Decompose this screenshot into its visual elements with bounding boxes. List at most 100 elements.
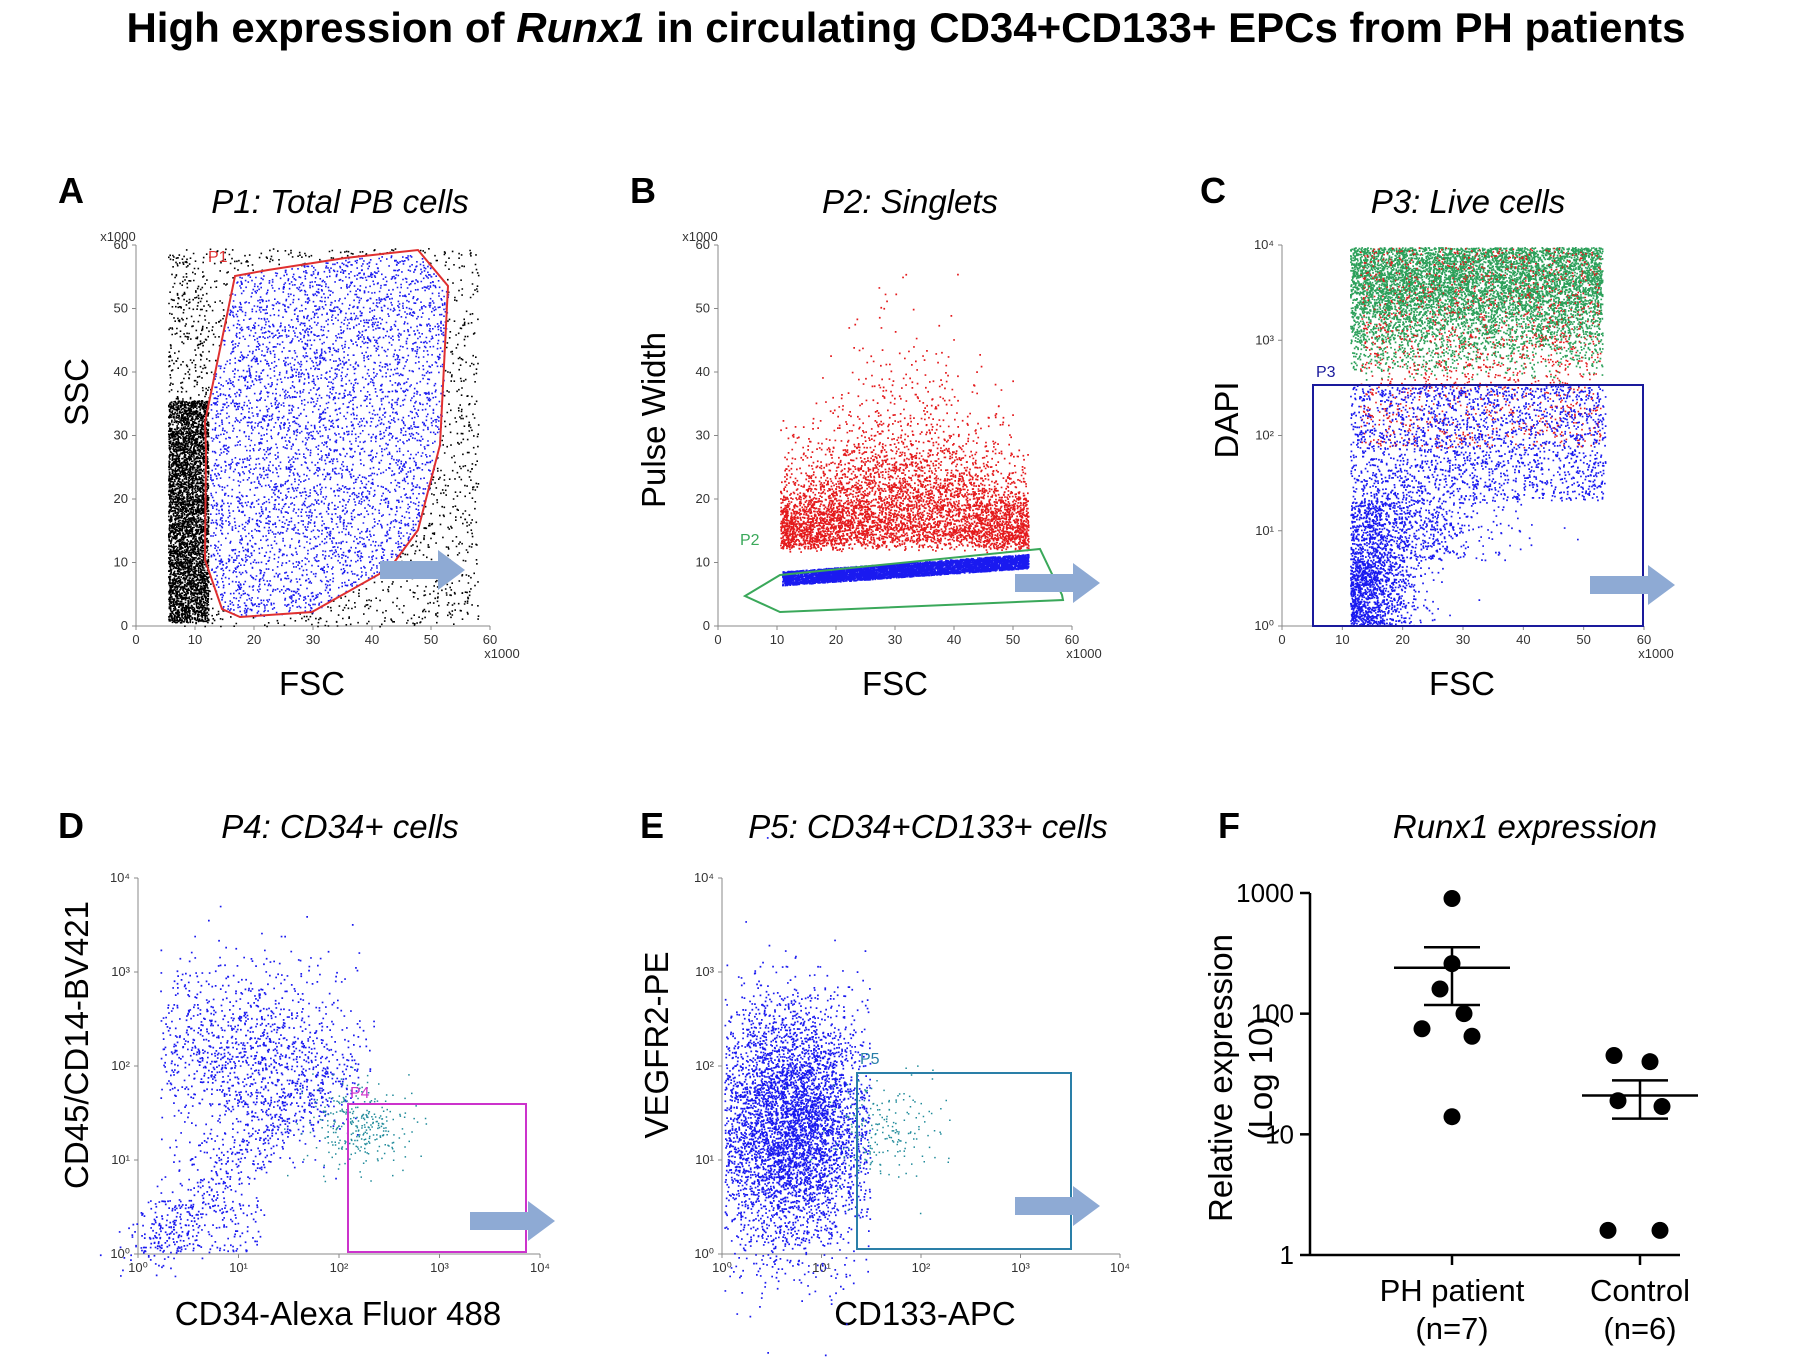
panel-b-ytick-label: 30 bbox=[696, 428, 710, 443]
panel-c-blue-events-dots bbox=[1350, 385, 1607, 627]
panel-d-plot: 10⁰ 10¹ 10² 10³ 10⁴ 10⁰ 10¹ 10² 10³ 10⁴ P4 bbox=[99, 870, 555, 1278]
panel-a-ylabel: SSC bbox=[58, 358, 95, 426]
panel-a-x-multiplier: x1000 bbox=[484, 646, 519, 661]
panel-f-category-label: Control bbox=[1590, 1273, 1690, 1308]
panel-f-ylabel-line2: (Log 10) bbox=[1242, 1017, 1279, 1140]
panel-b-ytick-label: 40 bbox=[696, 364, 710, 379]
panel-c-ytick-label: 10⁰ bbox=[1254, 618, 1274, 633]
panel-c-arrow bbox=[1590, 565, 1675, 605]
panel-b: B P2: Singlets FSC Pulse Width 0 10 20 30 40… bbox=[630, 170, 1102, 702]
panel-d-blue-events-dots bbox=[99, 905, 376, 1278]
figure-title: High expression of Runx1 in circulating … bbox=[126, 4, 1685, 51]
panel-c-gate-p3 bbox=[1312, 384, 1644, 627]
panel-a-ytick-label: 40 bbox=[114, 364, 128, 379]
panel-f-data-point bbox=[1653, 1098, 1671, 1116]
panel-c-ytick-label: 10⁴ bbox=[1254, 237, 1274, 252]
panel-a-gate-p1 bbox=[203, 248, 450, 619]
panel-d-ytick-label: 10² bbox=[111, 1058, 130, 1073]
panel-f-ylabel-line1: Relative expression bbox=[1202, 934, 1239, 1222]
panel-a-ytick-label: 10 bbox=[114, 555, 128, 570]
panel-c-xtick-label: 60 bbox=[1637, 632, 1651, 647]
panel-b-red-events-dots bbox=[780, 273, 1030, 555]
panel-a-xtick-label: 40 bbox=[365, 632, 379, 647]
panel-a-blue-events bbox=[210, 255, 450, 618]
panel-c-green-events-dots bbox=[1350, 247, 1604, 383]
panel-f-data-point bbox=[1443, 890, 1461, 908]
panel-a-blue-events-dots bbox=[210, 255, 450, 618]
panel-c-xtick-label: 0 bbox=[1278, 632, 1285, 647]
panel-f-series-control bbox=[1582, 1047, 1698, 1239]
panel-f-category-n: (n=7) bbox=[1415, 1311, 1488, 1346]
panel-b-y-multiplier: x1000 bbox=[682, 229, 717, 244]
panel-e-xtick-label: 10² bbox=[912, 1260, 931, 1275]
panel-b-ytick-label: 0 bbox=[703, 618, 710, 633]
panel-b-ytick-label: 20 bbox=[696, 491, 710, 506]
panel-f-data-point bbox=[1599, 1221, 1617, 1239]
panel-f-data-point bbox=[1455, 1005, 1473, 1023]
panel-d-gate-p4 bbox=[347, 1103, 527, 1253]
panel-d-xtick-label: 10⁴ bbox=[530, 1260, 550, 1275]
panel-b-arrow bbox=[1015, 563, 1100, 603]
panel-c-axes: 0 10 20 30 40 50 60 10⁰ 10¹ 10² 10³ 10⁴ x1000 bbox=[1254, 237, 1674, 661]
panel-b-blue-events-dots bbox=[782, 553, 1030, 587]
panel-e-xtick-label: 10³ bbox=[1011, 1260, 1030, 1275]
panel-c-ytick-label: 10¹ bbox=[1255, 523, 1274, 538]
panel-b-ytick-label: 50 bbox=[696, 301, 710, 316]
panel-b-gate-label: P2 bbox=[740, 532, 760, 549]
panel-d: D P4: CD34+ cells CD34-Alexa Fluor 488 C… bbox=[58, 805, 555, 1332]
panel-a-ytick-label: 50 bbox=[114, 301, 128, 316]
panel-c-green-events bbox=[1350, 247, 1604, 383]
panel-b-gate-p2 bbox=[742, 547, 1065, 614]
panel-d-blue-events bbox=[99, 905, 376, 1278]
panel-c-ytick-label: 10² bbox=[1255, 428, 1274, 443]
panel-c-xlabel: FSC bbox=[1429, 665, 1495, 702]
panel-c: C P3: Live cells FSC DAPI 0 10 20 30 40 50 60 1… bbox=[1200, 170, 1675, 702]
panel-b-xtick-label: 40 bbox=[947, 632, 961, 647]
panel-b-blue-events bbox=[782, 553, 1030, 587]
panel-a-black-events bbox=[168, 248, 480, 628]
panel-d-xtick-label: 10² bbox=[330, 1260, 349, 1275]
panel-b-xtick-label: 0 bbox=[714, 632, 721, 647]
panel-f-data-point bbox=[1605, 1047, 1623, 1065]
panel-f-data-point bbox=[1431, 980, 1449, 998]
panel-e-gate-p5 bbox=[856, 1072, 1072, 1250]
panel-d-ytick-label: 10¹ bbox=[111, 1152, 130, 1167]
panel-e-ytick-label: 10⁰ bbox=[694, 1246, 714, 1261]
panel-a-ytick-label: 30 bbox=[114, 428, 128, 443]
panel-a-xtick-label: 0 bbox=[132, 632, 139, 647]
panel-f-category-n: (n=6) bbox=[1603, 1311, 1676, 1346]
panel-b-red-events bbox=[780, 273, 1030, 555]
panel-f-ytick-label: 1 bbox=[1280, 1240, 1294, 1270]
panel-c-xtick-label: 10 bbox=[1335, 632, 1349, 647]
panel-b-xtick-label: 10 bbox=[770, 632, 784, 647]
panel-b-letter: B bbox=[630, 170, 656, 211]
panel-a-xlabel: FSC bbox=[279, 665, 345, 702]
panel-f-category-label: PH patient bbox=[1380, 1273, 1525, 1308]
panel-a-xtick-label: 60 bbox=[483, 632, 497, 647]
panel-f: F Runx1 expression Relative expression (… bbox=[1202, 805, 1698, 1346]
panel-b-xtick-label: 60 bbox=[1065, 632, 1079, 647]
panel-a-ytick-label: 20 bbox=[114, 491, 128, 506]
panel-b-xtick-label: 50 bbox=[1006, 632, 1020, 647]
panel-f-series-ph-patient bbox=[1394, 890, 1510, 1126]
panel-b-ylabel: Pulse Width bbox=[635, 332, 672, 508]
panel-e-xlabel: CD133-APC bbox=[834, 1295, 1016, 1332]
panel-a-letter: A bbox=[58, 170, 84, 211]
panel-d-xtick-label: 10³ bbox=[430, 1260, 449, 1275]
panel-e-blue-events bbox=[724, 837, 872, 1357]
panel-d-xtick-label: 10⁰ bbox=[128, 1260, 148, 1275]
panel-a: A P1: Total PB cells FSC SSC 0 10 20 30 40 50… bbox=[58, 170, 520, 702]
panel-f-data-point bbox=[1413, 1020, 1431, 1038]
panel-d-ytick-label: 10⁰ bbox=[110, 1246, 130, 1261]
panel-b-xtick-label: 30 bbox=[888, 632, 902, 647]
panel-e-ylabel: VEGFR2-PE bbox=[638, 951, 675, 1138]
panel-e-gate-label: P5 bbox=[860, 1051, 880, 1068]
panel-d-ylabel: CD45/CD14-BV421 bbox=[58, 901, 95, 1189]
panel-e-arrow bbox=[1015, 1186, 1100, 1226]
panel-c-x-multiplier: x1000 bbox=[1638, 646, 1673, 661]
panel-d-title: P4: CD34+ cells bbox=[221, 808, 459, 845]
panel-c-ylabel: DAPI bbox=[1208, 381, 1245, 458]
